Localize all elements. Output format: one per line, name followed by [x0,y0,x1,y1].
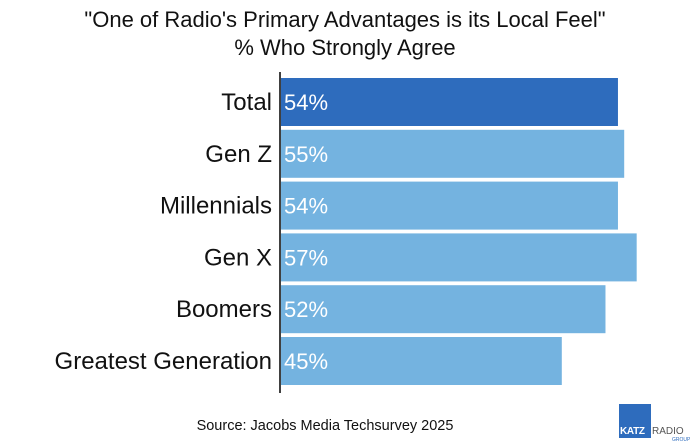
bar [281,337,562,385]
category-label: Boomers [176,296,272,323]
data-label: 54% [284,90,328,115]
source-note: Source: Jacobs Media Techsurvey 2025 [196,418,454,434]
category-label: Gen Z [205,141,272,168]
bar [281,285,606,334]
bar [281,78,618,126]
data-label: 52% [284,297,328,322]
bar [281,181,618,230]
category-label: Greatest Generation [55,348,272,375]
category-label: Gen X [204,244,272,271]
data-label: 45% [284,349,328,374]
katz-radio-logo: KATZ RADIO GROUP [619,404,690,444]
category-label: Millennials [160,193,272,220]
bar [281,233,637,282]
data-label: 54% [284,194,328,219]
chart-title: "One of Radio's Primary Advantages is it… [84,7,606,32]
data-label: 55% [284,142,328,167]
data-label: 57% [284,245,328,270]
bar [281,129,625,178]
chart-subtitle: % Who Strongly Agree [234,35,456,60]
category-label: Total [221,89,272,116]
